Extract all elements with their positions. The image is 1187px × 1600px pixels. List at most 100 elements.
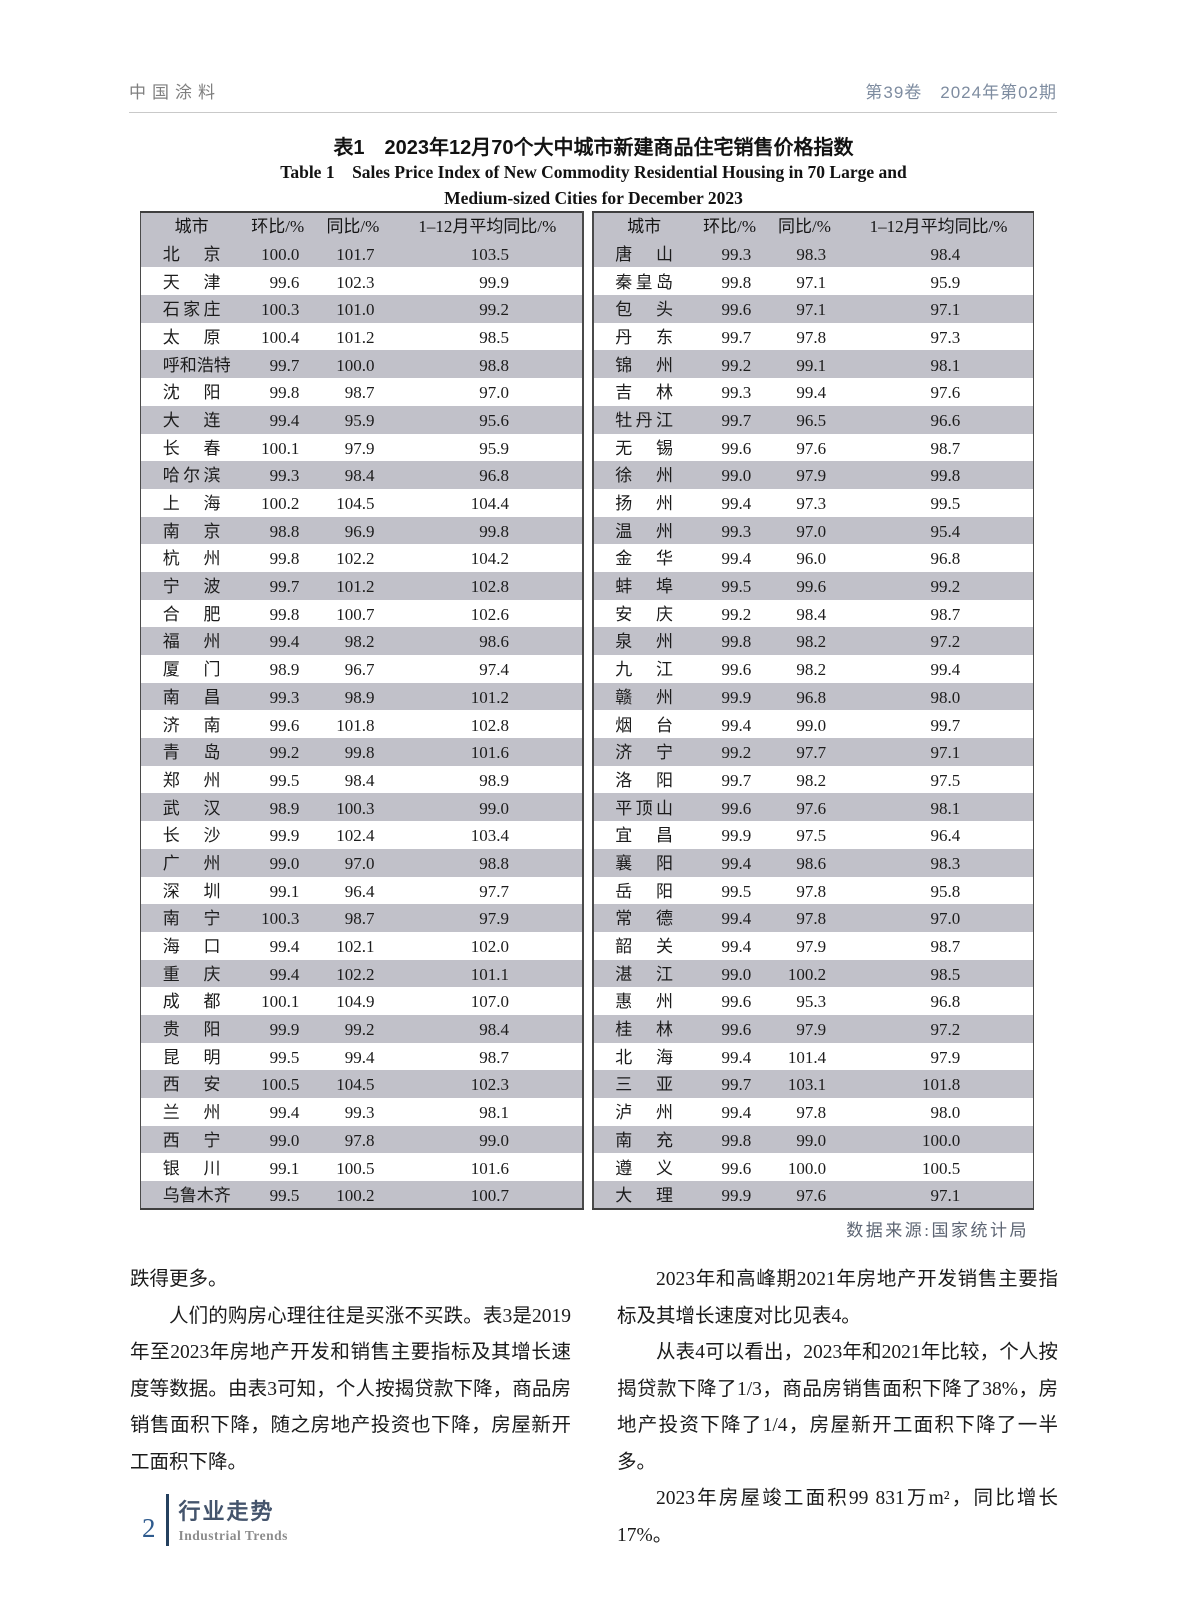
- mom-value: 99.8: [721, 1130, 752, 1150]
- yoy-value: 98.4: [344, 770, 375, 790]
- mom-value: 99.6: [721, 300, 752, 320]
- yoy-value: 97.5: [796, 826, 827, 846]
- mom-value: 100.5: [261, 1075, 300, 1095]
- mom-value: 99.4: [269, 410, 300, 430]
- running-head: 中国涂料 第39卷 2024年第02期: [129, 78, 1057, 113]
- avg-value: 97.1: [930, 300, 961, 320]
- mom-value: 99.4: [721, 937, 752, 957]
- yoy-value: 99.0: [796, 1130, 827, 1150]
- table-title-english: Table 1 Sales Price Index of New Commodi…: [0, 159, 1187, 211]
- avg-value: 98.7: [479, 1047, 510, 1067]
- mom-value: 99.7: [721, 1075, 752, 1095]
- table-row: 洛阳 99.7 98.2 97.5: [593, 766, 1034, 794]
- table-row: 合肥 99.8 100.7 102.6: [141, 600, 584, 628]
- yoy-value: 97.0: [796, 521, 827, 541]
- table-row: 南京 98.8 96.9 99.8: [140, 516, 583, 545]
- yoy-value: 98.7: [344, 909, 375, 929]
- avg-value: 96.8: [930, 992, 961, 1012]
- table-row: 南充 99.8 99.0 100.0: [593, 1125, 1034, 1154]
- body-column-right: 2023年和高峰期2021年房地产开发销售主要指标及其增长速度对比见表4。 从表…: [617, 1262, 1058, 1554]
- mom-value: 99.2: [721, 604, 752, 624]
- mom-value: 99.9: [721, 826, 752, 846]
- avg-value: 97.9: [930, 1047, 961, 1067]
- mom-value: 99.4: [721, 1103, 752, 1123]
- mom-value: 99.5: [721, 577, 752, 597]
- table-title-english-line1: Table 1 Sales Price Index of New Commodi…: [280, 162, 907, 182]
- mom-value: 99.4: [269, 1103, 300, 1123]
- table-row: 青岛 99.2 99.8 101.6: [140, 738, 583, 766]
- yoy-value: 102.1: [336, 937, 375, 957]
- mom-value: 99.1: [269, 881, 300, 901]
- mom-value: 99.2: [269, 743, 300, 763]
- avg-value: 98.6: [479, 632, 510, 652]
- city-name: 济宁: [615, 743, 674, 763]
- yoy-value: 97.8: [796, 881, 827, 901]
- table-row: 北海 99.4 101.4 97.9: [593, 1043, 1034, 1071]
- mom-value: 99.0: [269, 1130, 300, 1150]
- avg-value: 98.0: [930, 687, 961, 707]
- table-row: 杭州 99.8 102.2 104.2: [141, 544, 584, 572]
- table-row: 太原 100.4 101.2 98.5: [141, 323, 584, 351]
- table-row: 沈阳 99.8 98.7 97.0: [141, 378, 584, 406]
- table-row: 西宁 99.0 97.8 99.0: [140, 1125, 583, 1154]
- city-name: 北海: [615, 1047, 674, 1067]
- city-name: 徐州: [615, 466, 674, 486]
- yoy-value: 98.4: [796, 604, 827, 624]
- table-row: 温州 99.3 97.0 95.4: [593, 516, 1034, 545]
- yoy-value: 102.2: [336, 549, 375, 569]
- mom-value: 99.6: [269, 715, 300, 735]
- mom-value: 99.8: [721, 632, 752, 652]
- avg-value: 95.8: [930, 881, 961, 901]
- city-name: 宁波: [162, 577, 221, 597]
- mom-value: 99.0: [721, 466, 752, 486]
- city-name: 赣州: [615, 687, 674, 707]
- avg-value: 99.0: [479, 1130, 510, 1150]
- avg-value: 98.4: [930, 244, 961, 264]
- city-name: 南充: [615, 1130, 674, 1150]
- table-row: 平顶山 99.6 97.6 98.1: [593, 793, 1034, 822]
- table-row: 呼和浩特 99.7 100.0 98.8: [140, 350, 583, 379]
- city-name: 郑州: [162, 770, 221, 790]
- table-row: 福州 99.4 98.2 98.6: [140, 627, 583, 655]
- avg-value: 102.6: [470, 604, 510, 624]
- col-header-avg: 1–12月平均同比/%: [869, 216, 1008, 236]
- yoy-value: 98.3: [796, 244, 827, 264]
- city-name: 九江: [615, 660, 674, 680]
- price-table-right: 城市 环比/% 同比/% 1–12月平均同比/% 唐山 99.3 98.3 98…: [592, 211, 1034, 1210]
- avg-value: 98.0: [930, 1103, 961, 1123]
- city-name: 杭州: [162, 549, 221, 569]
- city-name: 广州: [162, 853, 221, 873]
- avg-value: 99.8: [930, 466, 961, 486]
- yoy-value: 104.5: [336, 494, 375, 514]
- table-row: 银川 99.1 100.5 101.6: [141, 1153, 584, 1181]
- mom-value: 100.1: [261, 438, 300, 458]
- city-name: 大连: [162, 410, 221, 430]
- city-name: 长春: [162, 438, 221, 458]
- yoy-value: 101.4: [787, 1047, 827, 1067]
- table-row: 包头 99.6 97.1 97.1: [593, 295, 1034, 323]
- avg-value: 95.6: [479, 410, 510, 430]
- mom-value: 99.8: [269, 604, 300, 624]
- data-source-note: 数据来源:国家统计局: [846, 1221, 1029, 1240]
- avg-value: 99.9: [479, 272, 510, 292]
- avg-value: 98.8: [479, 853, 510, 873]
- avg-value: 97.2: [930, 1020, 961, 1040]
- avg-value: 98.7: [930, 438, 961, 458]
- yoy-value: 100.0: [787, 1158, 827, 1178]
- city-name: 大理: [615, 1185, 674, 1205]
- avg-value: 99.5: [930, 494, 961, 514]
- city-name: 西安: [162, 1075, 221, 1095]
- avg-value: 98.4: [479, 1020, 510, 1040]
- avg-value: 99.7: [930, 715, 961, 735]
- mom-value: 99.6: [721, 660, 752, 680]
- city-name: 银川: [162, 1158, 221, 1178]
- table-row: 海口 99.4 102.1 102.0: [141, 932, 584, 960]
- yoy-value: 97.9: [344, 438, 375, 458]
- paragraph: 人们的购房心理往往是买涨不买跌。表3是2019年至2023年房地产开发和销售主要…: [130, 1305, 571, 1473]
- yoy-value: 97.8: [796, 1103, 827, 1123]
- table-row: 北京 100.0 101.7 103.5: [140, 239, 583, 268]
- table-row: 泸州 99.4 97.8 98.0: [593, 1098, 1034, 1126]
- table-row: 金华 99.4 96.0 96.8: [593, 544, 1034, 572]
- mom-value: 99.4: [721, 715, 752, 735]
- mom-value: 99.6: [721, 798, 752, 818]
